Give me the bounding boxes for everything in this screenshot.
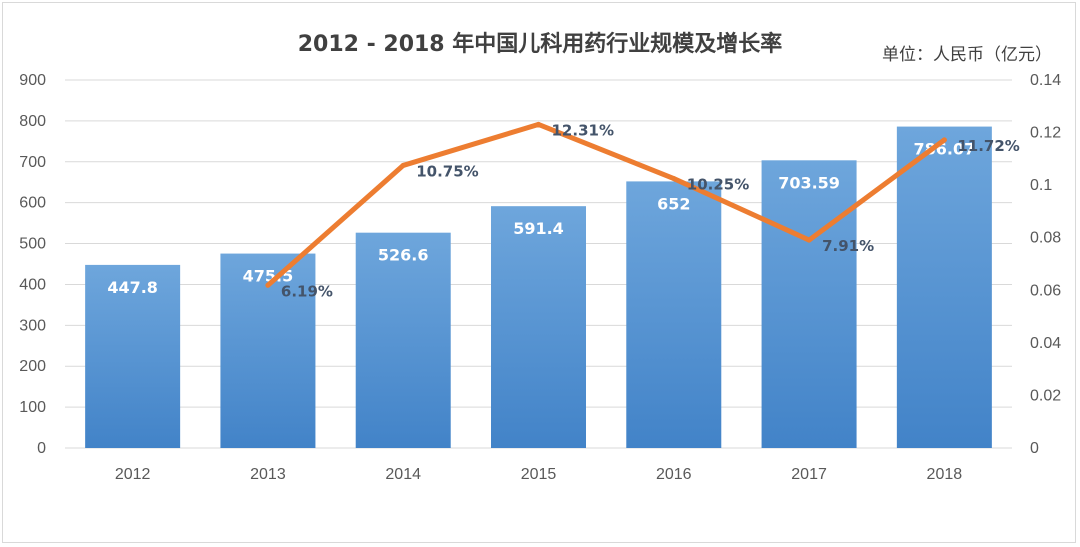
y-left-tick-label: 700 [19, 154, 46, 171]
growth-rate-line [265, 121, 947, 288]
growth-rate-point [400, 162, 406, 168]
y-left-tick-label: 600 [19, 195, 46, 212]
x-tick-label: 2018 [927, 466, 963, 483]
y-left-tick-label: 400 [19, 276, 46, 293]
bar [85, 264, 181, 448]
bar [761, 160, 857, 448]
y-left-tick-label: 0 [37, 440, 46, 457]
bar-value-label: 526.6 [378, 246, 429, 265]
x-tick-label: 2012 [115, 466, 151, 483]
y-left-tick-label: 300 [19, 317, 46, 334]
y-right-tick-label: 0 [1030, 440, 1039, 457]
bar-value-label: 652 [657, 194, 690, 213]
bar-value-label: 703.59 [778, 173, 840, 192]
y-right-tick-label: 0.12 [1030, 125, 1061, 142]
x-tick-label: 2017 [791, 466, 827, 483]
x-tick-label: 2014 [385, 466, 421, 483]
bar [491, 206, 586, 448]
bar [355, 232, 451, 448]
y-right-tick-label: 0.1 [1030, 177, 1052, 194]
y-right-tick-label: 0.04 [1030, 335, 1061, 352]
growth-rate-label: 10.75% [416, 162, 478, 180]
bar [626, 181, 722, 448]
growth-rate-label: 6.19% [281, 282, 333, 300]
growth-rate-label: 11.72% [957, 137, 1019, 155]
growth-rate-point [806, 237, 812, 243]
y-right-tick-label: 0.06 [1030, 282, 1061, 299]
growth-rate-label: 7.91% [822, 237, 874, 255]
y-left-tick-label: 200 [19, 358, 46, 375]
chart-title: 2012 - 2018 年中国儿科用药行业规模及增长率 [297, 32, 783, 57]
growth-rate-label: 12.31% [552, 121, 614, 139]
growth-rate-point [941, 137, 947, 143]
x-tick-label: 2013 [250, 466, 286, 483]
y-right-tick-label: 0.02 [1030, 387, 1061, 404]
bar-value-label: 591.4 [513, 219, 564, 238]
y-left-tick-label: 900 [19, 72, 46, 89]
y-right-tick-label: 0.14 [1030, 72, 1061, 89]
y-left-tick-label: 500 [19, 236, 46, 253]
y-left-tick-label: 100 [19, 399, 46, 416]
growth-rate-point [265, 282, 271, 288]
x-tick-label: 2015 [521, 466, 557, 483]
bar-value-label: 447.8 [107, 278, 158, 297]
bar [896, 126, 992, 448]
growth-rate-point [536, 121, 541, 127]
unit-note: 单位：人民币（亿元） [882, 45, 1052, 65]
growth-rate-label: 10.25% [687, 176, 749, 194]
y-right-tick-label: 0.08 [1030, 230, 1061, 247]
y-left-tick-label: 800 [19, 113, 46, 130]
x-tick-label: 2016 [656, 466, 692, 483]
growth-rate-point [671, 176, 677, 182]
